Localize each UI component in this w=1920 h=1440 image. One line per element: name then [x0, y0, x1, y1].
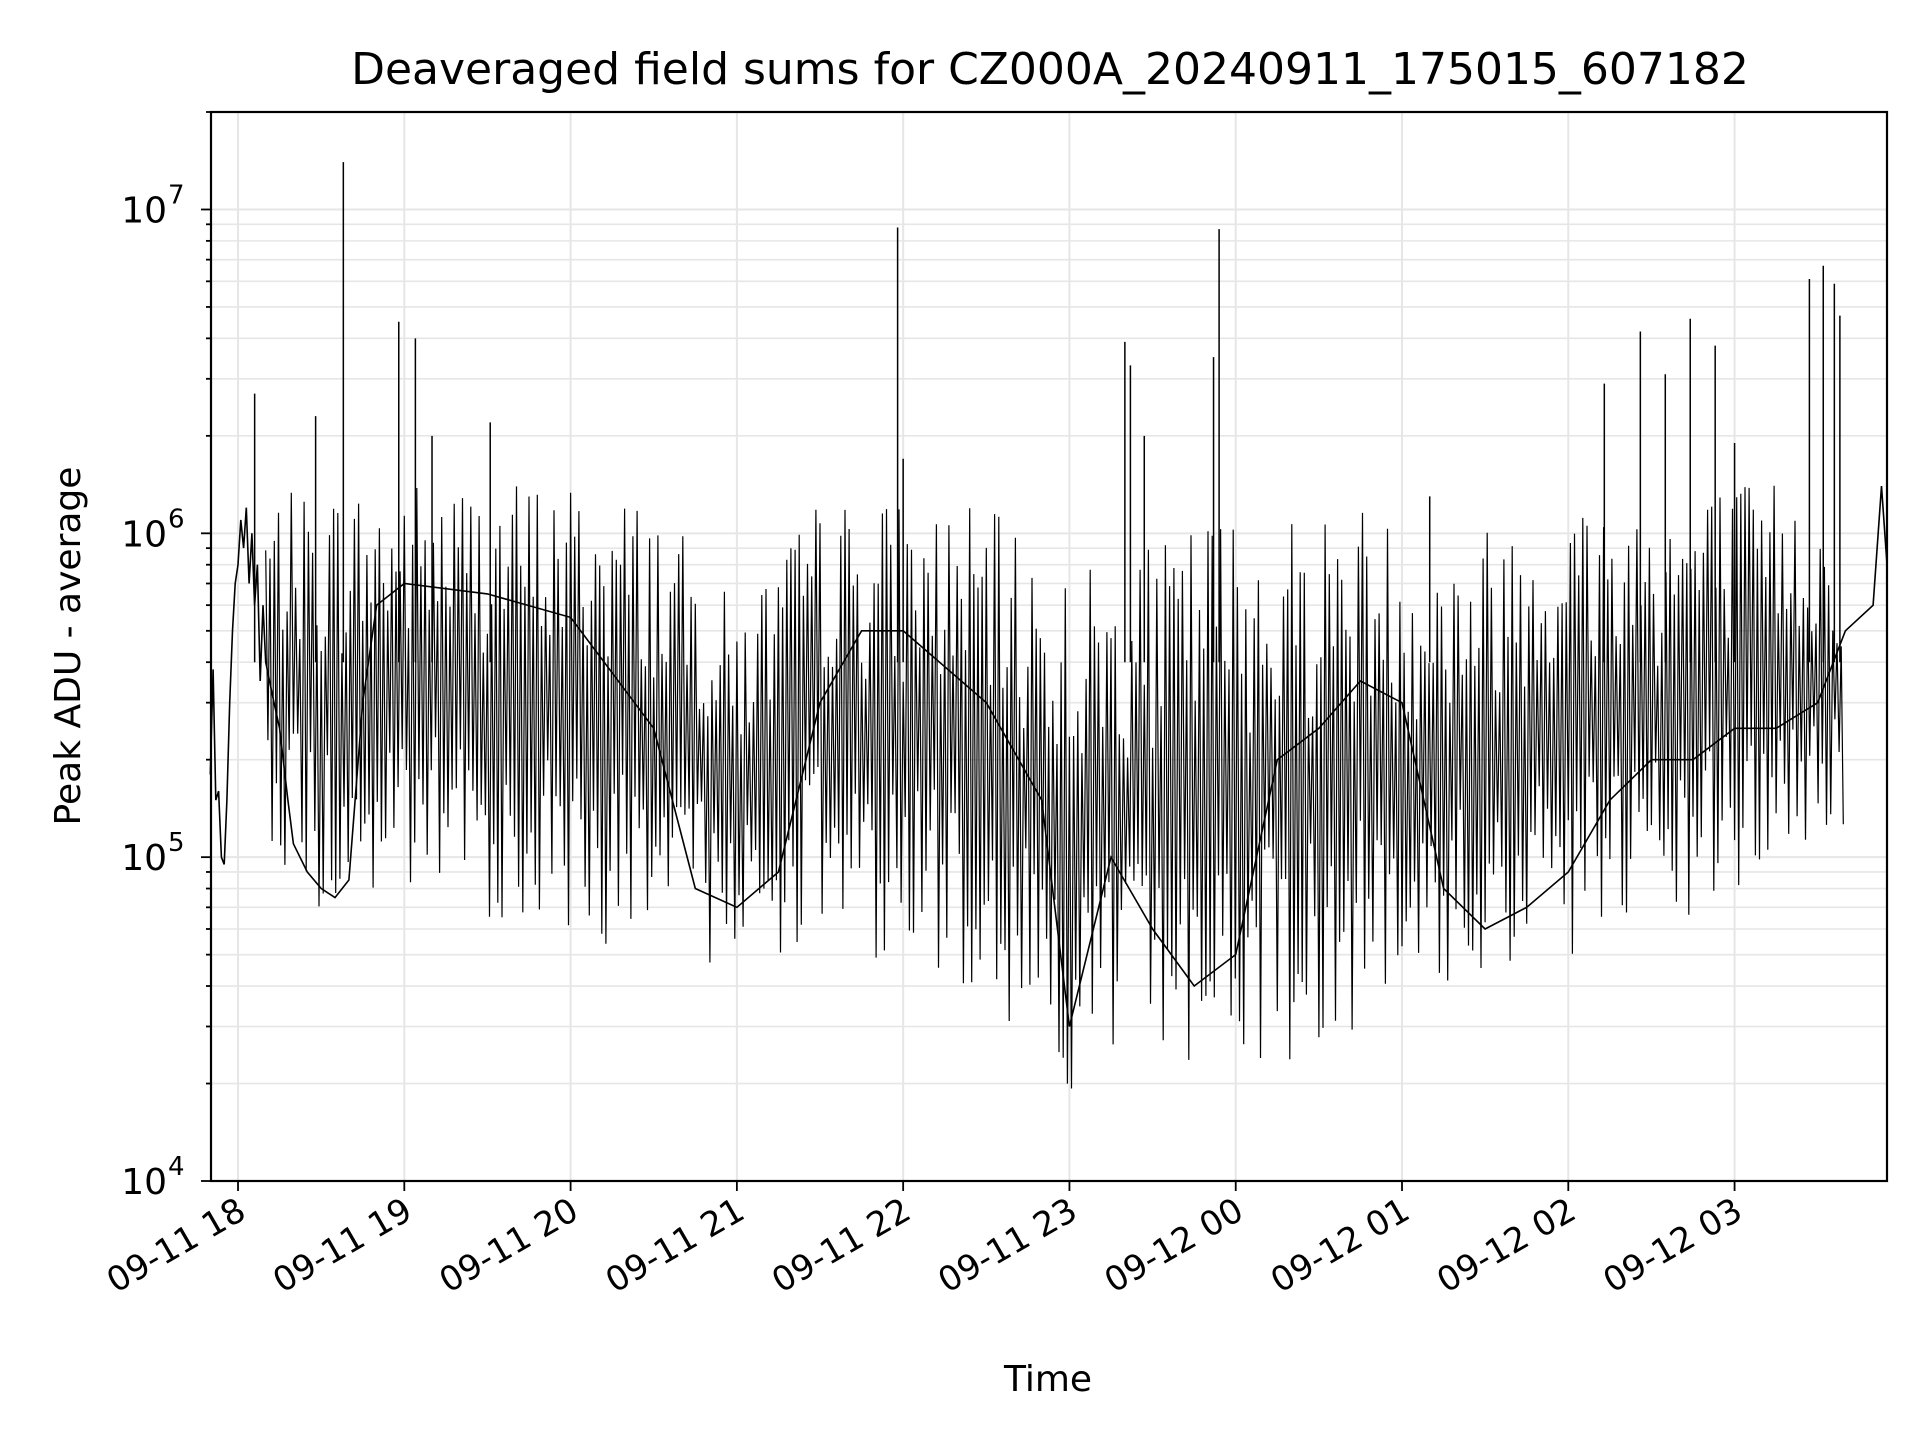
y-tick-exponent: 6 — [168, 504, 185, 534]
series-line — [209, 485, 1888, 1027]
y-tick-exponent: 4 — [168, 1152, 185, 1182]
y-tick-label: 10 — [121, 514, 167, 555]
series-fluctuation — [265, 485, 1844, 1089]
x-axis-label: Time — [1003, 1359, 1092, 1400]
y-tick-exponent: 5 — [168, 828, 185, 858]
plot-frame — [209, 110, 1889, 1183]
chart-title: Deaveraged field sums for CZ000A_2024091… — [351, 44, 1749, 95]
y-tick-label: 10 — [121, 1162, 167, 1203]
y-tick-label: 10 — [121, 190, 167, 231]
y-tick-exponent: 7 — [168, 180, 185, 210]
data-series — [209, 162, 1888, 1089]
y-tick-label: 10 — [121, 838, 167, 879]
y-axis-label: Peak ADU - average — [48, 467, 89, 826]
